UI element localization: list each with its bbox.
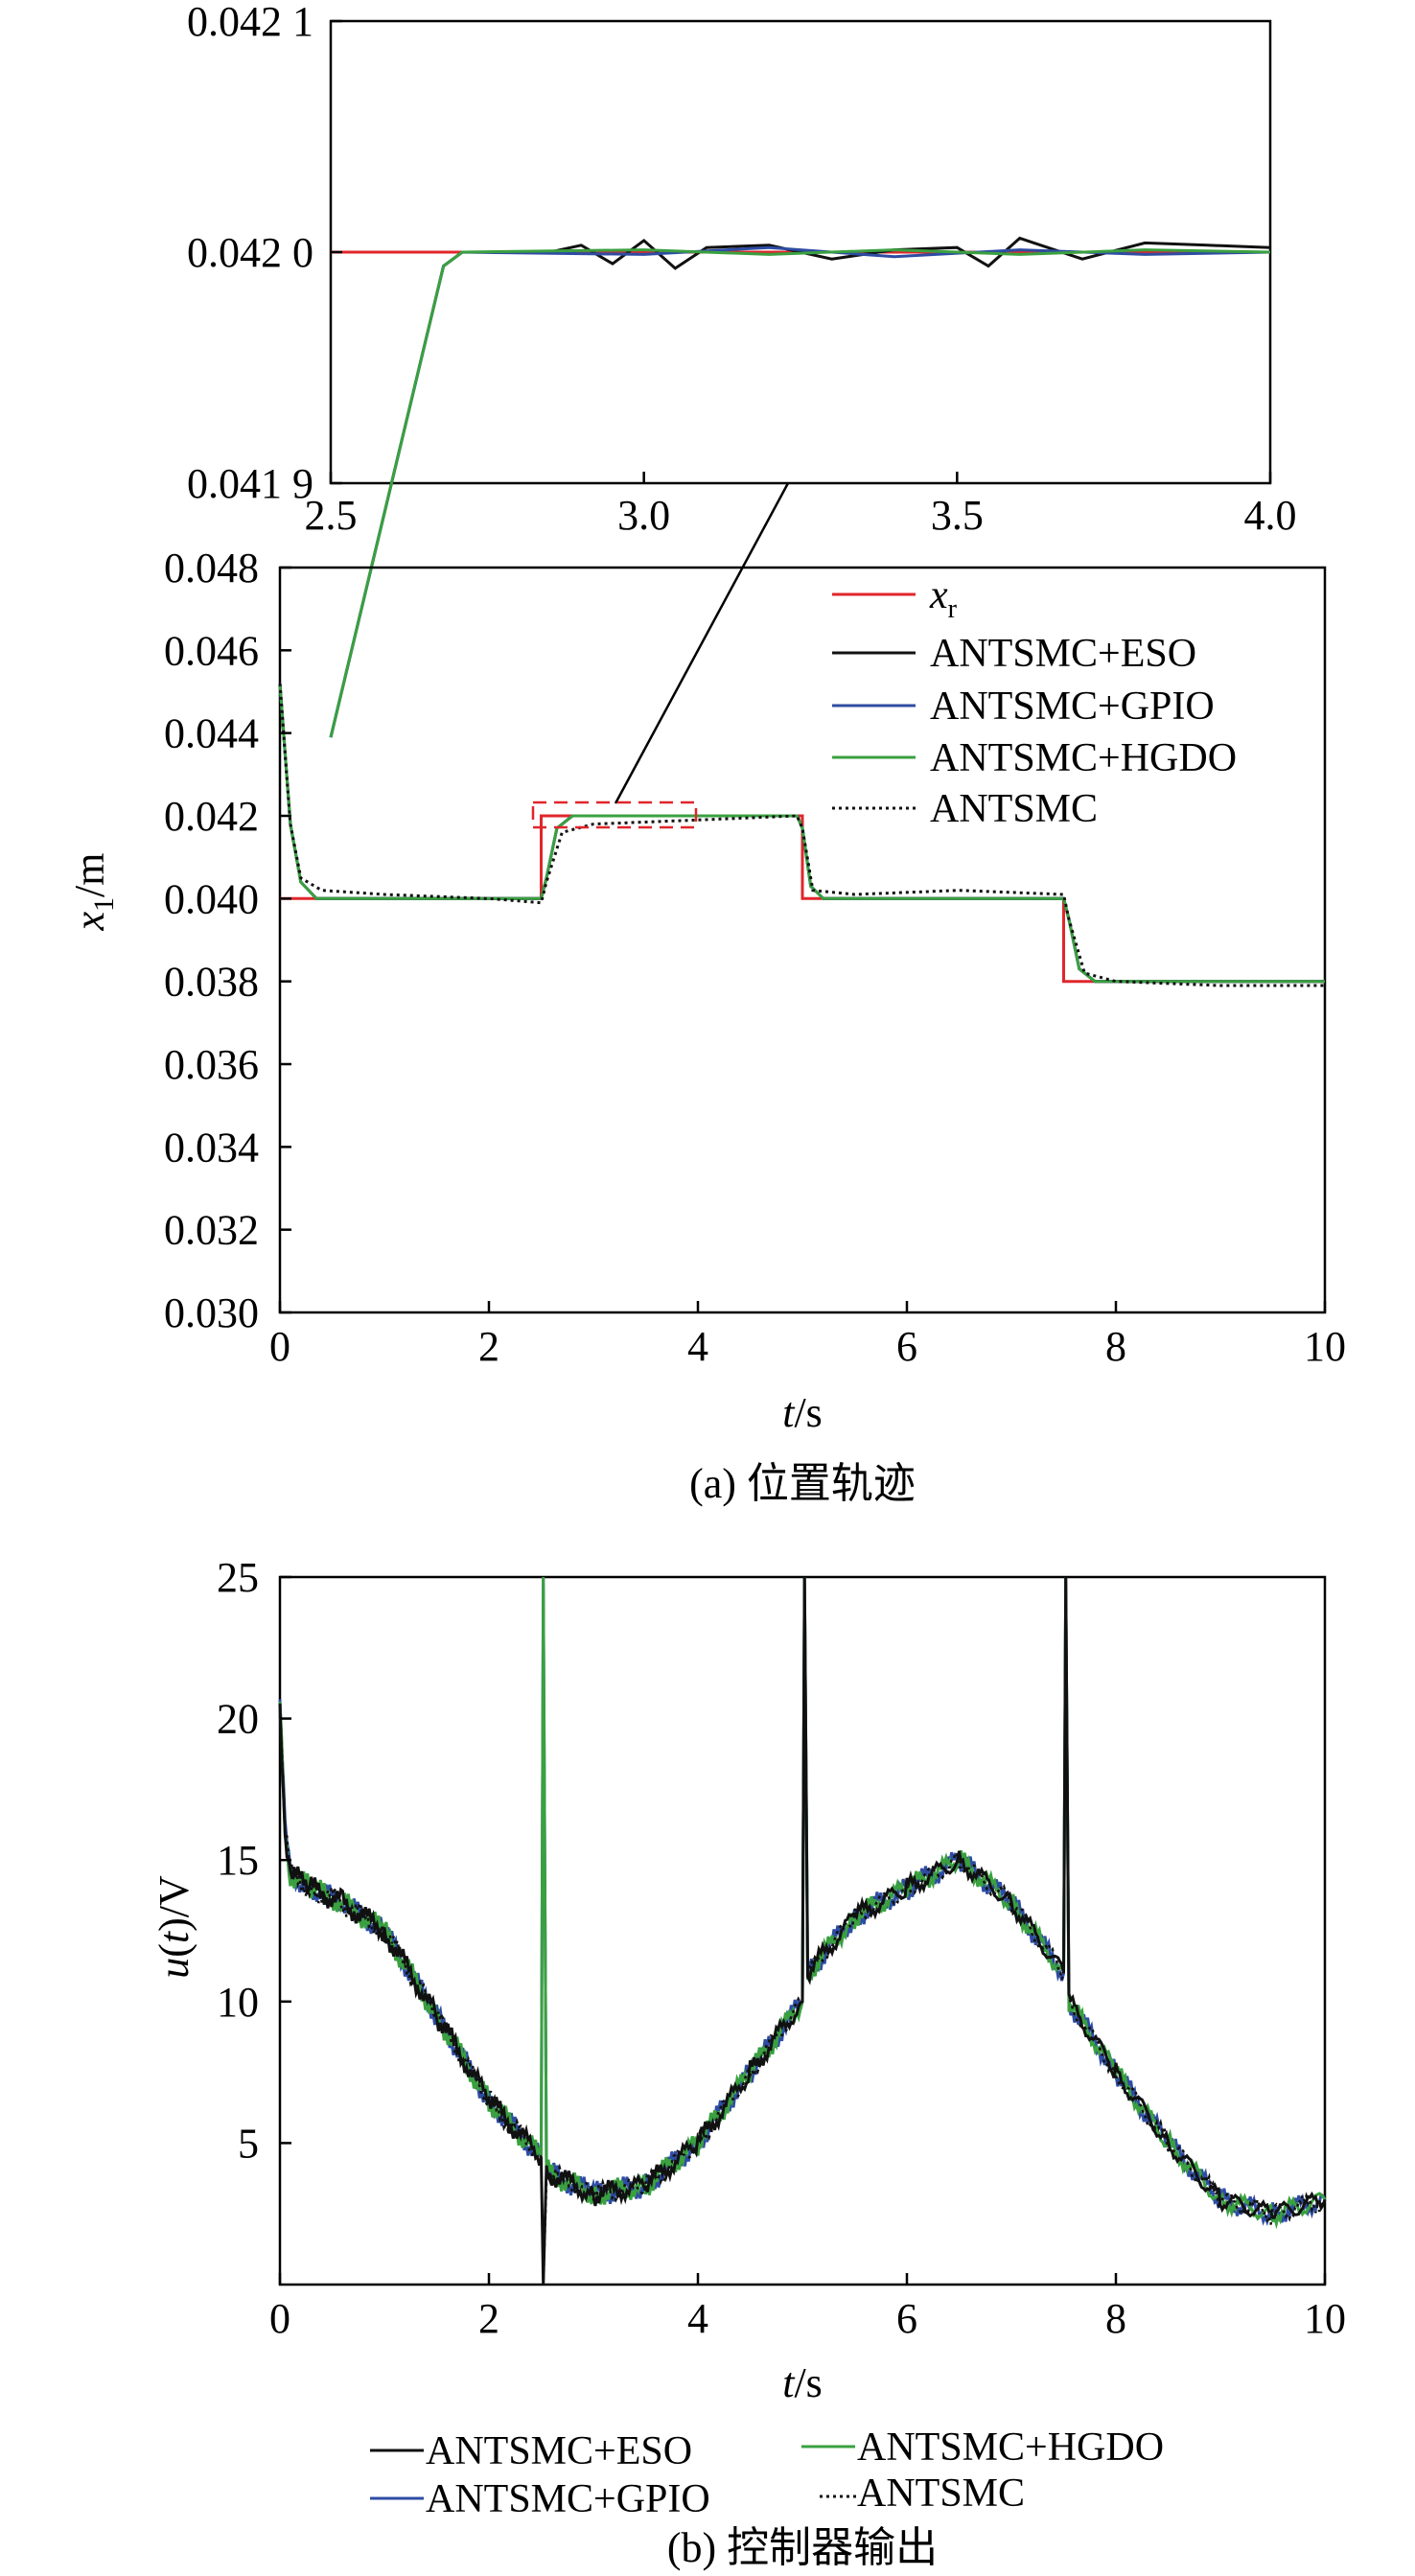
panel-a-xlabel-var: t: [782, 1389, 796, 1436]
x-tick-label: 6: [896, 2295, 917, 2342]
y-tick-label: 10: [217, 1979, 259, 2026]
inset-series-group: [329, 236, 1271, 738]
legend-a-label-3: ANTSMC+HGDO: [930, 736, 1237, 780]
x-tick-label: 2: [478, 1323, 499, 1370]
x-tick-label: 0: [269, 2295, 290, 2342]
x-tick-label: 2: [478, 2295, 499, 2342]
legend-b-label-1: ANTSMC+HGDO: [857, 2425, 1164, 2470]
series-line-x-r: [280, 814, 1325, 984]
y-tick-label: 0.032: [164, 1207, 259, 1254]
panel-b-legend: ANTSMC+ESO ANTSMC+HGDO ANTSMC+GPIO ANTSM…: [370, 2425, 1164, 2521]
panel-a-ticks-group: 0 2 4 6 8 10 0.030 0.032 0.034 0.036 0.038 0.040 0.0…: [164, 545, 1346, 1370]
y-tick-label: 15: [217, 1837, 259, 1884]
y-tick-label: 0.046: [164, 627, 259, 674]
inset-chart: 2.5 3.0 3.5 4.0 0.041 9 0.042 0 0.042 1: [187, 0, 1297, 738]
y-tick-label: 0.041 9: [187, 460, 313, 507]
legend-a-label-0-var: x: [929, 573, 948, 617]
x-tick-label: 10: [1304, 2295, 1346, 2342]
y-tick-label: 25: [217, 1554, 259, 1601]
y-tick-label: 20: [217, 1696, 259, 1743]
y-tick-label: 0.036: [164, 1041, 259, 1088]
y-tick-label: 5: [238, 2120, 259, 2167]
zoom-connector-line: [614, 482, 790, 804]
legend-a-label-0: xr: [929, 573, 958, 624]
series-line-antsmc: [278, 683, 1325, 987]
legend-b-label-0: ANTSMC+ESO: [426, 2429, 692, 2473]
position-chart: 0 2 4 6 8 10 0.030 0.032 0.034 0.036 0.038 0.040 0.0…: [66, 545, 1346, 1507]
y-tick-label: 0.038: [164, 959, 259, 1006]
legend-a-label-0-sub: r: [948, 594, 958, 624]
legend-a-label-4: ANTSMC: [930, 787, 1098, 831]
panel-b-xlabel-unit: /s: [794, 2359, 822, 2406]
inset-ticks-group: 2.5 3.0 3.5 4.0 0.041 9 0.042 0 0.042 1: [187, 0, 1297, 539]
panel-b-ylabel-paren: (: [151, 1943, 197, 1958]
panel-a-caption: (a) 位置轨迹: [689, 1460, 916, 1507]
panel-b-xlabel: t/s: [782, 2359, 823, 2406]
panel-b-ylabel-rest: )/V: [151, 1875, 197, 1932]
x-tick-label: 8: [1105, 2295, 1126, 2342]
panel-a-series-group: [278, 683, 1325, 987]
panel-b-ylabel-u: u: [151, 1958, 197, 1979]
legend-a-label-2: ANTSMC+GPIO: [930, 685, 1215, 729]
x-tick-label: 10: [1304, 1323, 1346, 1370]
panel-a-frame: [278, 566, 1327, 1314]
legend-a-label-1: ANTSMC+ESO: [930, 632, 1196, 676]
panel-b-caption: (b) 控制器输出: [667, 2524, 938, 2571]
panel-a-xlabel-unit: /s: [794, 1389, 822, 1436]
panel-a-ylabel-var: x: [66, 911, 113, 931]
panel-a-ylabel-unit: /m: [66, 853, 113, 897]
legend-b-label-3: ANTSMC: [857, 2472, 1025, 2516]
y-tick-label: 0.030: [164, 1289, 259, 1336]
panel-b-frame: [278, 1575, 1327, 2286]
panel-b-xlabel-var: t: [782, 2359, 796, 2406]
panel-a-xlabel: t/s: [782, 1389, 823, 1436]
x-tick-label: 3.0: [617, 492, 670, 539]
x-tick-label: 8: [1105, 1323, 1126, 1370]
panel-a-ylabel: x1/m: [66, 853, 120, 932]
y-tick-label: 0.042 0: [187, 229, 313, 276]
series-line-antsmc: [278, 1576, 1327, 2286]
panel-a-legend: xr ANTSMC+ESO ANTSMC+GPIO ANTSMC+HGDO AN…: [832, 573, 1237, 831]
panel-b-series-group: [278, 1576, 1327, 2286]
panel-b-ylabel: u(t)/V: [151, 1875, 197, 1979]
legend-b-label-2: ANTSMC+GPIO: [426, 2477, 710, 2521]
x-tick-label: 4: [687, 2295, 708, 2342]
y-tick-label: 0.042: [164, 793, 259, 840]
x-tick-label: 4.0: [1244, 492, 1297, 539]
x-tick-label: 4: [687, 1323, 708, 1370]
series-line-antsmc-hgdo: [329, 248, 1271, 738]
y-tick-label: 0.034: [164, 1124, 259, 1171]
panel-b-ticks-group: 0 2 4 6 8 10 5 10 15 20 25: [217, 1554, 1346, 2342]
zoom-box: [531, 801, 698, 829]
y-tick-label: 0.042 1: [187, 0, 313, 45]
x-tick-label: 6: [896, 1323, 917, 1370]
y-tick-label: 0.044: [164, 710, 259, 757]
y-tick-label: 0.040: [164, 875, 259, 922]
x-tick-label: 0: [269, 1323, 290, 1370]
x-tick-label: 2.5: [305, 492, 358, 539]
x-tick-label: 3.5: [931, 492, 984, 539]
panel-a-ylabel-sub: 1: [88, 897, 120, 912]
y-tick-label: 0.048: [164, 545, 259, 592]
panel-b-ylabel-t: t: [151, 1930, 197, 1943]
